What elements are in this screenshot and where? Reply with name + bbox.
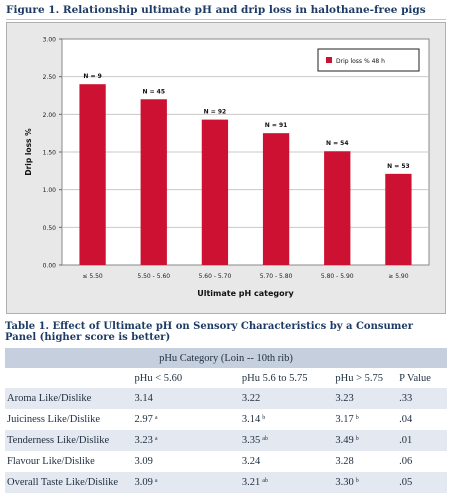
table-band-header: pHu Category (Loin -- 10th rib) [5,348,447,368]
y-axis-label: Drip loss % [24,128,33,176]
cell: 3.24 [241,451,336,472]
cell: 3.23 a [134,430,242,451]
table-row: Flavour Like/Dislike 3.09 3.24 3.28 .06 [5,451,447,472]
legend-label: Drip loss % 48 h [336,58,385,65]
x-tick-label: 5.50 - 5.60 [137,273,170,280]
bar [201,119,229,266]
bar-label: N = 54 [326,140,349,147]
cell: 3.14 b [241,409,336,430]
y-tick-label: 0.00 [43,263,57,270]
y-tick-label: 2.50 [43,74,57,81]
y-tick-label: 3.00 [43,37,57,44]
table-row: Aroma Like/Dislike 3.14 3.22 3.23 .33 [5,388,447,409]
title-rule [6,19,446,20]
x-tick-label: 5.60 - 5.70 [199,273,232,280]
cell: 3.09 a [134,472,242,493]
corner-cell [5,368,135,388]
col-header-2: pHu 5.6 to 5.75 [241,368,336,388]
drip-loss-chart: 0.00 0.50 1.00 1.50 2.00 2.50 3.00 N = 9 ≤ 5.50 N… [24,37,430,298]
bar [324,151,351,265]
legend-box [317,48,420,72]
bar-label: N = 92 [204,109,227,116]
cell: 3.09 [134,451,242,472]
bar [140,99,167,266]
cell: 3.22 [241,388,336,409]
row-label: Overall Taste Like/Dislike [5,472,135,493]
cell: 3.35 ab [241,430,336,451]
table-row: Tenderness Like/Dislike 3.23 a 3.35 ab 3.4… [5,430,447,451]
x-tick-label: ≤ 5.50 [82,273,102,280]
bar [385,173,412,265]
p-value: .05 [399,472,447,493]
y-tick-label: 0.50 [43,225,57,232]
x-tick-label: 5.80 - 5.90 [321,273,354,280]
y-tick-label: 1.50 [43,150,57,157]
bar [79,84,106,265]
table-row: Overall Taste Like/Dislike 3.09 a 3.21 ab … [5,472,447,493]
cell: 3.28 [335,451,400,472]
cell: 2.97 a [134,409,242,430]
table-title: Table 1. Effect of Ultimate pH on Sensor… [5,321,413,343]
row-label: Aroma Like/Dislike [5,388,135,409]
figure-title: Figure 1. Relationship ultimate pH and d… [6,4,426,16]
bar-label: N = 45 [142,88,165,95]
table-row: Juiciness Like/Dislike 2.97 a 3.14 b 3.17 b… [5,409,447,430]
x-tick-label: 5.70 - 5.80 [260,273,293,280]
col-header-1: pHu < 5.60 [134,368,242,388]
col-header-3: pHu > 5.75 [335,368,400,388]
row-label: Juiciness Like/Dislike [5,409,135,430]
p-value: .01 [399,430,447,451]
chart-frame: 0.00 0.50 1.00 1.50 2.00 2.50 3.00 N = 9 ≤ 5.50 N… [6,22,446,314]
y-tick-label: 1.00 [43,187,57,194]
row-label: Tenderness Like/Dislike [5,430,135,451]
bar-label: N = 9 [83,73,101,80]
cell: 3.23 [335,388,400,409]
sensory-table: pHu Category (Loin -- 10th rib) pHu < 5.… [5,348,447,493]
cell: 3.21 ab [241,472,336,493]
legend-swatch [326,57,332,63]
x-tick-label: ≥ 5.90 [388,273,408,280]
p-value: .33 [399,388,447,409]
p-value: .06 [399,451,447,472]
p-value: .04 [399,409,447,430]
row-label: Flavour Like/Dislike [5,451,135,472]
bar-label: N = 53 [387,163,410,170]
bar [262,133,290,265]
cell: 3.17 b [335,409,400,430]
cell: 3.49 b [335,430,400,451]
cell: 3.30 b [335,472,400,493]
col-header-4: P Value [399,368,447,388]
cell: 3.14 [134,388,242,409]
bar-label: N = 91 [265,122,288,129]
x-axis-label: Ultimate pH category [197,289,294,298]
y-tick-label: 2.00 [43,112,57,119]
